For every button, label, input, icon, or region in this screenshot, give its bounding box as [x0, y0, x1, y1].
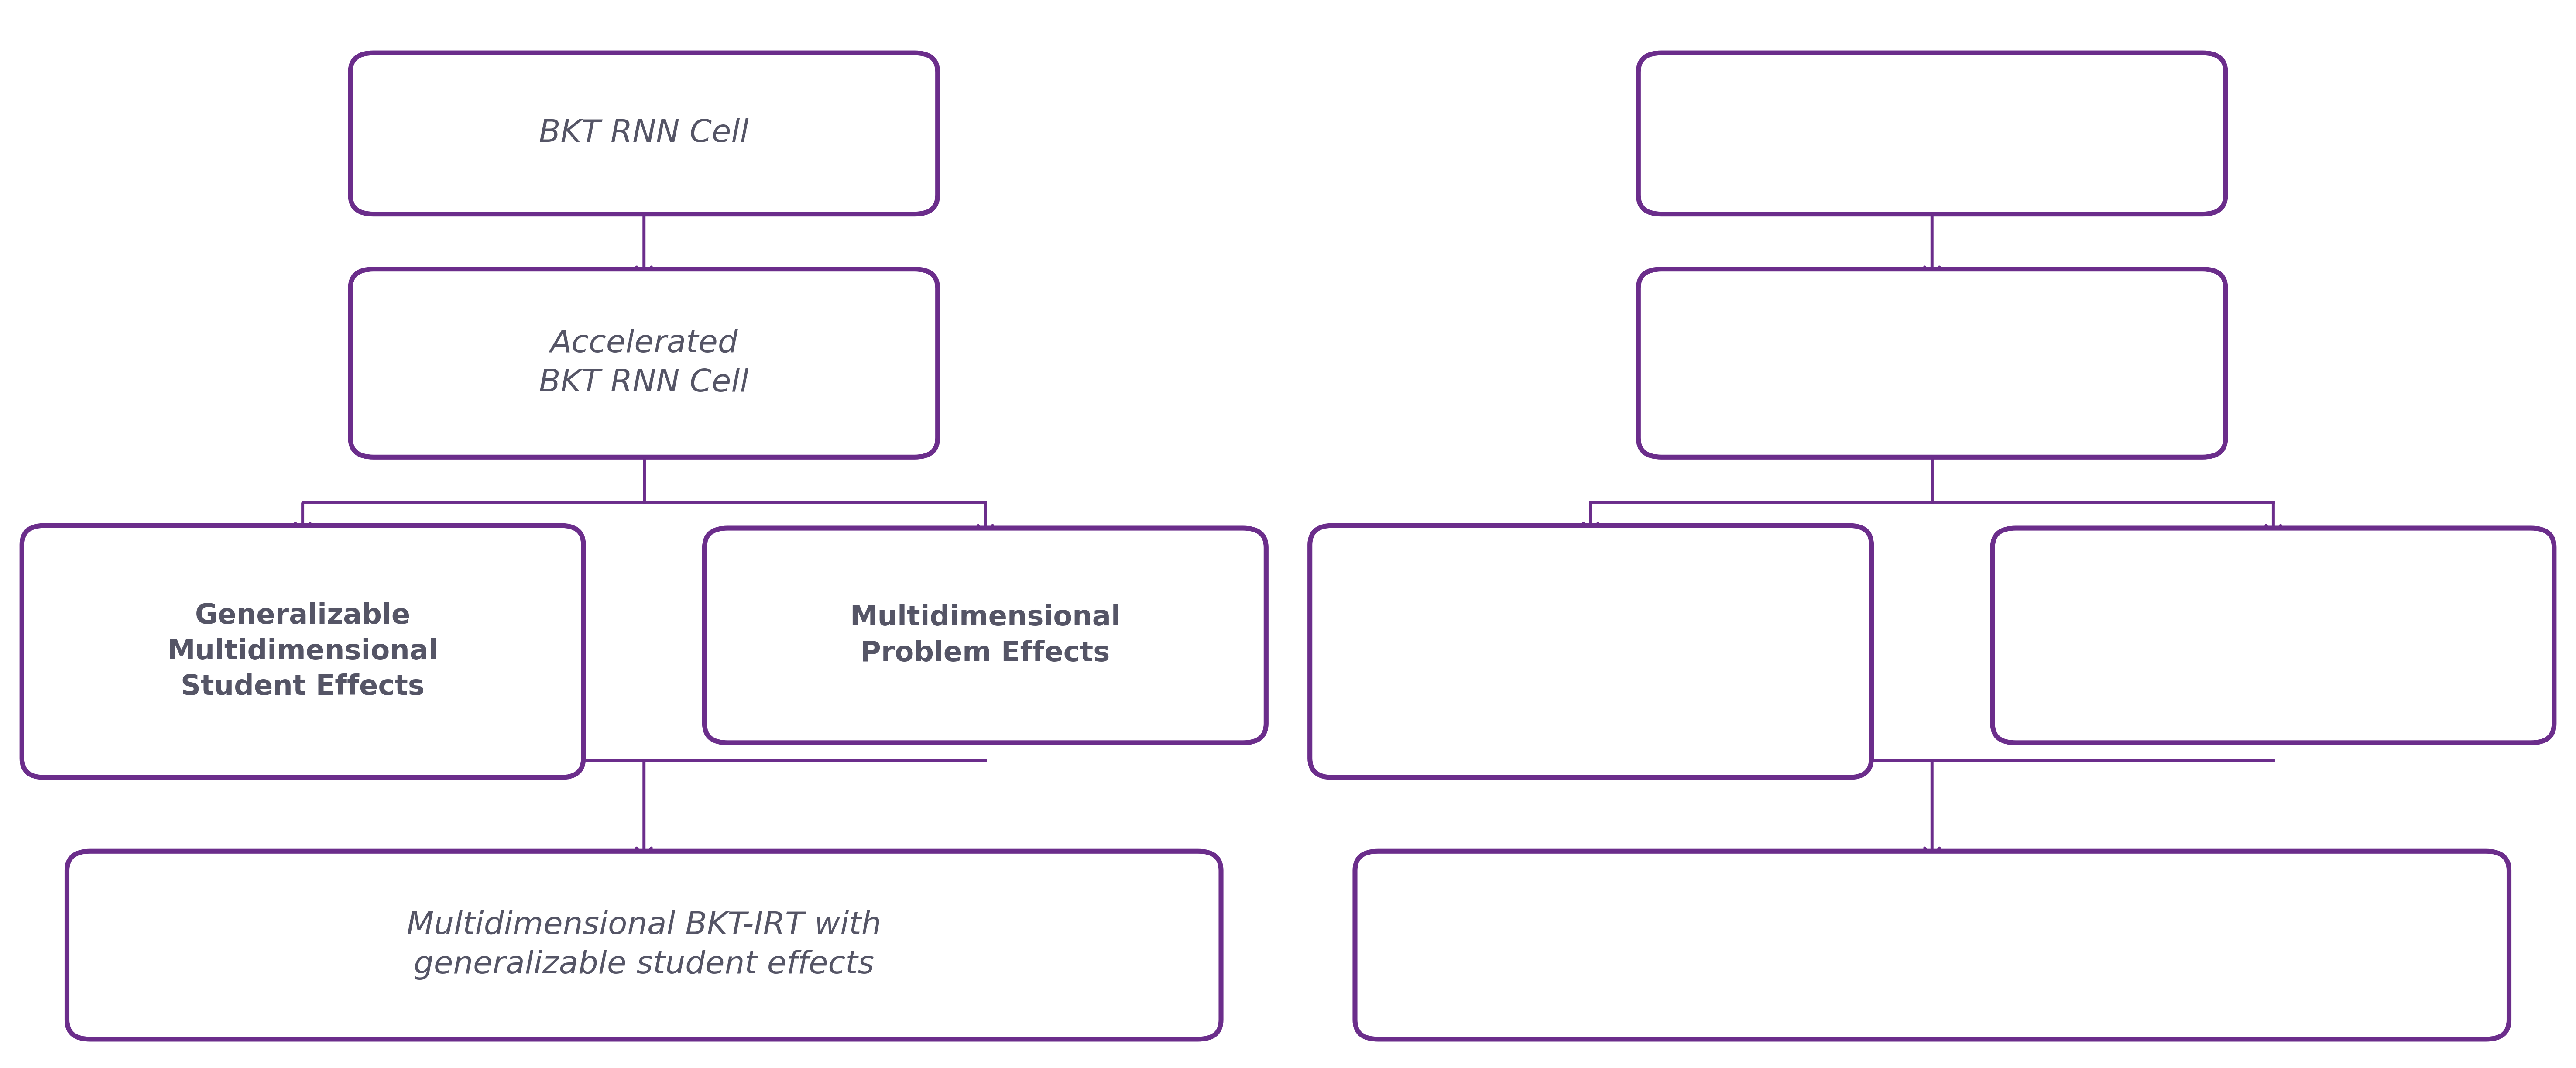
Text: Multidimensional BKT-IRT with
generalizable student effects: Multidimensional BKT-IRT with generaliza… — [407, 910, 881, 980]
Text: Accelerated
BKT RNN Cell: Accelerated BKT RNN Cell — [538, 328, 750, 398]
FancyBboxPatch shape — [350, 269, 938, 457]
Text: Multidimensional
Problem Effects: Multidimensional Problem Effects — [850, 604, 1121, 666]
FancyBboxPatch shape — [703, 528, 1265, 743]
FancyBboxPatch shape — [21, 525, 582, 778]
Text: BKT RNN Cell: BKT RNN Cell — [538, 119, 750, 148]
FancyBboxPatch shape — [1991, 528, 2553, 743]
Text: Generalizable
Multidimensional
Student Effects: Generalizable Multidimensional Student E… — [167, 602, 438, 701]
FancyBboxPatch shape — [1638, 52, 2226, 214]
FancyBboxPatch shape — [1311, 525, 1870, 778]
FancyBboxPatch shape — [67, 851, 1221, 1039]
FancyBboxPatch shape — [1638, 269, 2226, 457]
FancyBboxPatch shape — [1355, 851, 2509, 1039]
FancyBboxPatch shape — [350, 52, 938, 214]
